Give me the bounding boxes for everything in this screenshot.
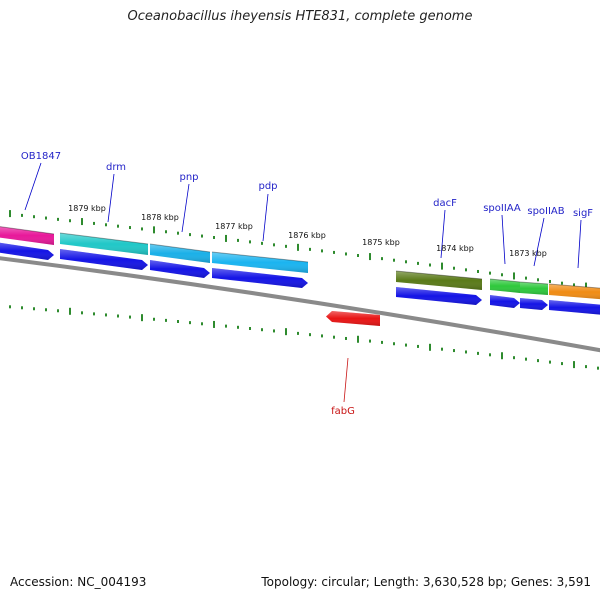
gene-drm-leader-line bbox=[107, 173, 115, 223]
gene-spoiiaa-shade bbox=[490, 279, 520, 293]
gene-fabg-leader-line bbox=[343, 357, 349, 403]
gene-dacf-label: dacF bbox=[433, 198, 457, 209]
kbp-label: 1873 kbp bbox=[509, 249, 547, 258]
gene-track bbox=[0, 226, 600, 326]
cds-ob1847-shade bbox=[0, 242, 54, 260]
kbp-label: 1876 kbp bbox=[288, 231, 326, 240]
gene-pnp-edge bbox=[149, 243, 211, 253]
gene-ob1847-shade bbox=[0, 226, 54, 245]
cds-dacf-shade bbox=[396, 287, 482, 305]
gene-spoiiab-edge bbox=[519, 281, 549, 285]
reverse-tick-track bbox=[9, 305, 599, 370]
genome-backbone bbox=[0, 256, 600, 353]
accession-text: Accession: NC_004193 bbox=[10, 575, 147, 589]
cds-track bbox=[0, 242, 600, 315]
kbp-label: 1875 kbp bbox=[362, 238, 400, 247]
gene-spoiiaa-leader-line bbox=[501, 214, 506, 265]
gene-ob1847-edge bbox=[0, 226, 55, 235]
gene-labels: OB1847 drm pnp pdp dacF spoIIAA spoIIAB sigF fab… bbox=[21, 151, 593, 417]
gene-fabg-shade bbox=[326, 311, 380, 326]
cds-spoiiaa-shade bbox=[490, 295, 520, 308]
kbp-label: 1878 kbp bbox=[141, 213, 179, 222]
gene-pnp-leader-line bbox=[181, 183, 190, 233]
gene-spoiiaa-edge bbox=[489, 278, 521, 283]
gene-dacf-edge bbox=[395, 270, 483, 280]
kbp-label: 1877 kbp bbox=[215, 222, 253, 231]
cds-sigf-shade bbox=[549, 300, 600, 315]
cds-pdp-shade bbox=[212, 268, 308, 288]
cds-spoiiab-shade bbox=[520, 298, 548, 310]
gene-ob1847-leader-line bbox=[24, 162, 42, 211]
gene-spoiiab-leader-line bbox=[533, 217, 545, 267]
gene-spoiiaa-label: spoIIAA bbox=[483, 203, 521, 214]
gene-sigf-shade bbox=[549, 284, 600, 300]
gene-drm-label: drm bbox=[106, 162, 126, 173]
gene-pdp-shade bbox=[212, 252, 308, 273]
kbp-label: 1874 kbp bbox=[436, 244, 474, 253]
gene-dacf-shade bbox=[396, 271, 482, 290]
gene-spoiiab-shade bbox=[520, 282, 548, 295]
gene-dacf-leader-line bbox=[440, 209, 446, 259]
kbp-label: 1879 kbp bbox=[68, 204, 106, 213]
gene-pdp-leader-line bbox=[262, 193, 269, 242]
kbp-scale-labels: 1879 kbp 1878 kbp 1877 kbp 1876 kbp 1875 kbp… bbox=[68, 204, 547, 258]
gene-drm-shade bbox=[60, 233, 148, 255]
cds-pnp-shade bbox=[150, 260, 210, 278]
gene-pnp-shade bbox=[150, 244, 210, 263]
gene-ob1847-label: OB1847 bbox=[21, 151, 61, 162]
genome-stats-text: Topology: circular; Length: 3,630,528 bp… bbox=[261, 575, 591, 589]
map-title: Oceanobacillus iheyensis HTE831, complet… bbox=[127, 9, 473, 24]
gene-sigf-leader-line bbox=[577, 219, 582, 269]
cds-drm-shade bbox=[60, 249, 148, 270]
gene-pdp-edge bbox=[211, 251, 309, 263]
gene-sigf-label: sigF bbox=[573, 208, 593, 219]
gene-pdp-label: pdp bbox=[258, 181, 277, 192]
gene-drm-edge bbox=[59, 232, 149, 245]
gene-fabg-label: fabG bbox=[331, 406, 355, 417]
gene-pnp-label: pnp bbox=[179, 172, 198, 183]
gene-spoiiab-label: spoIIAB bbox=[527, 206, 564, 217]
